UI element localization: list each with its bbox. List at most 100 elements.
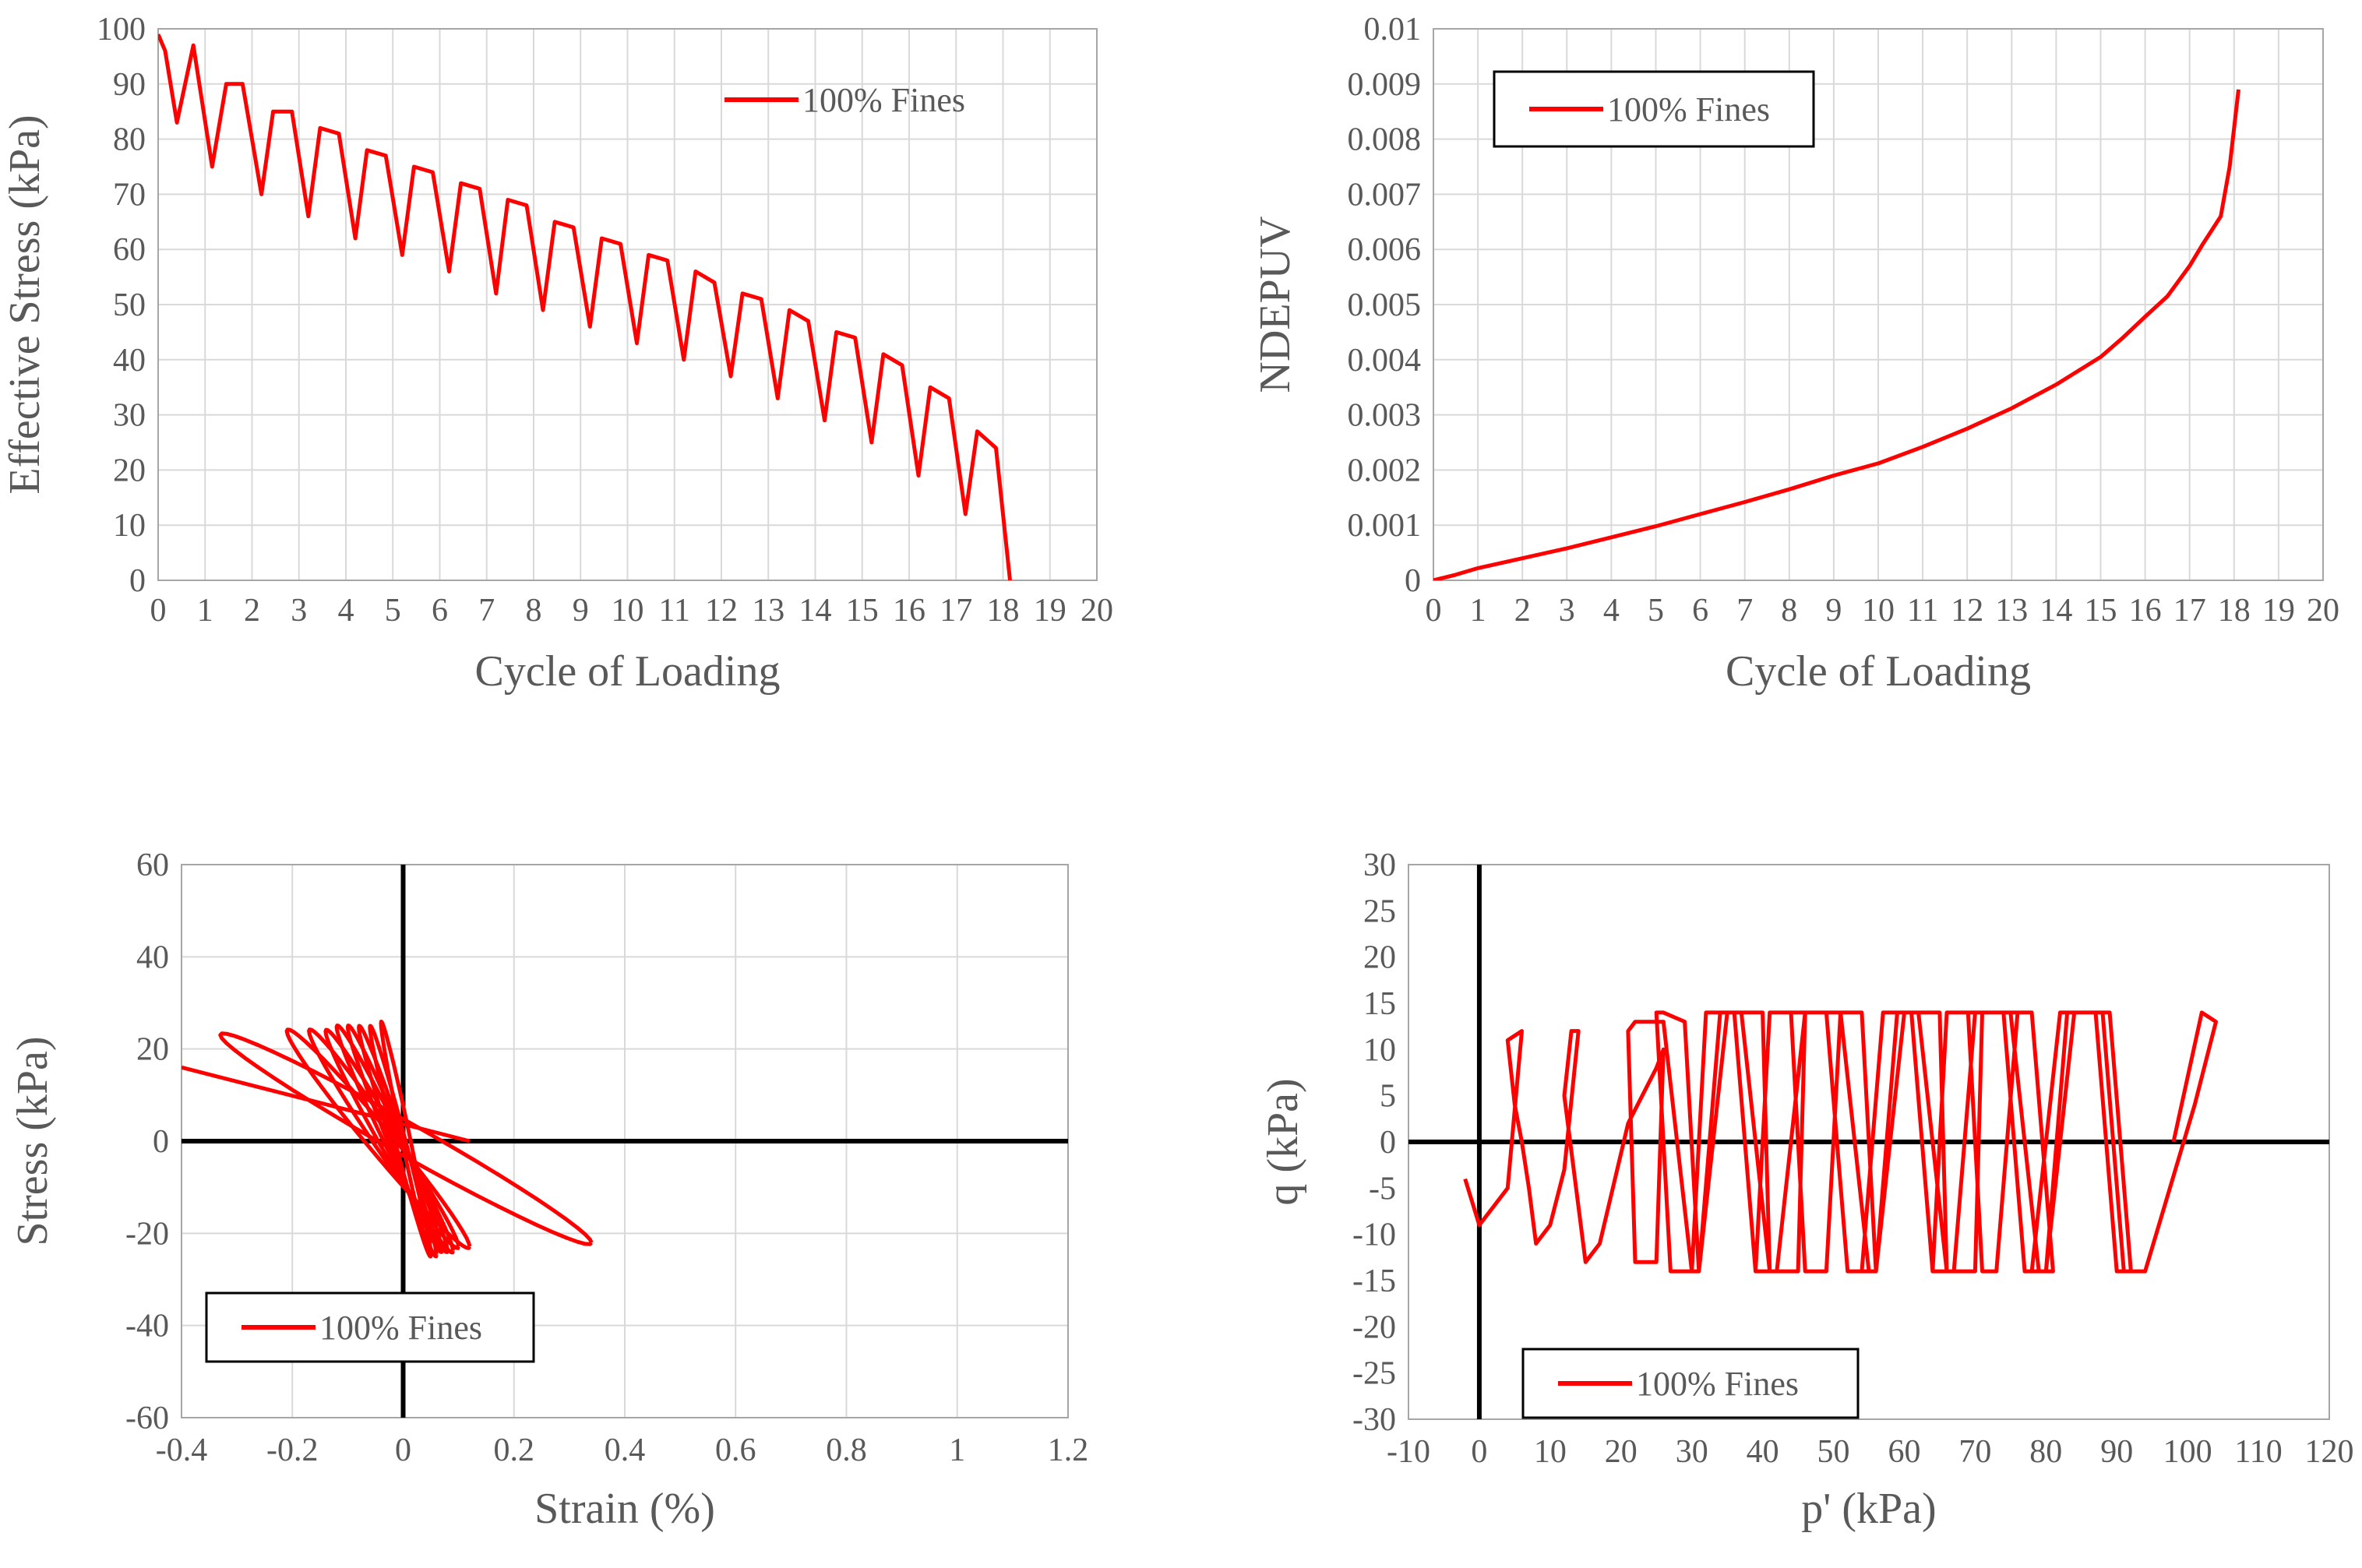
- x-tick-label: 6: [1692, 593, 1708, 629]
- x-tick-label: 12: [705, 593, 738, 629]
- y-tick-label: 0.001: [1348, 508, 1422, 544]
- y-tick-label: 50: [113, 287, 146, 323]
- y-tick-label: -60: [125, 1401, 169, 1436]
- x-tick-label: 16: [2129, 593, 2162, 629]
- y-tick-label: 0.009: [1348, 67, 1422, 103]
- x-tick-label: 19: [2262, 593, 2295, 629]
- y-tick-label: 40: [113, 343, 146, 379]
- x-tick-label: 9: [573, 593, 589, 629]
- x-tick-label: 18: [2218, 593, 2251, 629]
- y-tick-label: 30: [113, 398, 146, 434]
- series-line: [1463, 1010, 2218, 1274]
- x-tick-label: 9: [1825, 593, 1842, 629]
- x-tick-label: 70: [1958, 1434, 1991, 1470]
- plot-area: [157, 28, 1098, 581]
- y-tick-label: 0: [1405, 563, 1421, 599]
- x-tick-label: 10: [612, 593, 644, 629]
- series-line: [218, 1031, 594, 1246]
- x-tick-label: 20: [1605, 1434, 1638, 1470]
- x-tick-label: -0.4: [156, 1432, 208, 1468]
- legend-label: 100% Fines: [1636, 1365, 1799, 1403]
- y-tick-label: 0.002: [1348, 453, 1422, 488]
- y-tick-label: -5: [1369, 1171, 1396, 1207]
- y-tick-label: 0.006: [1348, 232, 1422, 268]
- x-tick-label: 14: [799, 593, 832, 629]
- y-tick-label: 0.007: [1348, 177, 1422, 213]
- x-tick-label: 1: [949, 1432, 965, 1468]
- y-tick-label: -40: [125, 1309, 169, 1344]
- y-tick-label: 40: [136, 939, 169, 975]
- y-tick-label: 10: [113, 508, 146, 544]
- x-tick-label: 7: [478, 593, 495, 629]
- x-tick-label: 2: [1514, 593, 1531, 629]
- series-line: [182, 1065, 471, 1143]
- x-tick-label: 19: [1034, 593, 1066, 629]
- series-line: [158, 33, 1012, 580]
- x-tick-label: 4: [1603, 593, 1620, 629]
- y-tick-label: 0: [153, 1124, 169, 1160]
- x-tick-label: 2: [244, 593, 260, 629]
- y-tick-label: 30: [1363, 847, 1396, 883]
- x-tick-label: 15: [2085, 593, 2117, 629]
- x-tick-label: 8: [1781, 593, 1797, 629]
- y-axis-label: NDEPUV: [1251, 216, 1299, 393]
- x-tick-label: 0.4: [605, 1432, 646, 1468]
- series-100-fines: [1463, 1010, 2218, 1274]
- y-tick-label: 10: [1363, 1032, 1396, 1068]
- x-tick-label: 3: [1559, 593, 1575, 629]
- legend-label: 100% Fines: [319, 1309, 482, 1347]
- x-tick-label: 20: [2307, 593, 2339, 629]
- series-line: [368, 1024, 433, 1259]
- y-tick-label: 25: [1363, 893, 1396, 929]
- y-tick-label: 60: [136, 847, 169, 883]
- x-tick-label: 7: [1736, 593, 1753, 629]
- y-tick-label: -20: [125, 1216, 169, 1252]
- series-line: [379, 1020, 433, 1259]
- x-tick-label: 17: [2173, 593, 2206, 629]
- x-tick-label: 16: [893, 593, 925, 629]
- x-tick-label: 11: [659, 593, 690, 629]
- legend-label: 100% Fines: [1607, 90, 1770, 129]
- x-tick-label: 1: [1470, 593, 1486, 629]
- x-tick-label: 18: [987, 593, 1020, 629]
- y-tick-label: 0.01: [1364, 12, 1422, 48]
- y-tick-label: 20: [113, 453, 146, 488]
- legend: 100% Fines: [1521, 1348, 1860, 1419]
- y-axis-label: q (kPa): [1259, 1078, 1307, 1205]
- plot-area: [1433, 28, 2324, 581]
- x-axis-label: p' (kPa): [1801, 1485, 1936, 1533]
- y-tick-label: 70: [113, 177, 146, 213]
- x-tick-label: 30: [1676, 1434, 1708, 1470]
- y-tick-label: 0: [1380, 1125, 1396, 1161]
- x-tick-label: 0.2: [494, 1432, 535, 1468]
- x-tick-label: 1: [197, 593, 213, 629]
- x-tick-label: 0: [150, 593, 167, 629]
- y-tick-label: 20: [1363, 940, 1396, 976]
- y-tick-label: 20: [136, 1032, 169, 1068]
- x-tick-label: 4: [338, 593, 354, 629]
- x-tick-label: 0.6: [715, 1432, 756, 1468]
- x-tick-label: 0.8: [826, 1432, 867, 1468]
- y-tick-label: 5: [1380, 1079, 1396, 1115]
- y-axis-label: Effective Stress (kPa): [1, 115, 49, 494]
- x-tick-label: 8: [526, 593, 542, 629]
- y-tick-label: 0: [129, 563, 146, 599]
- x-tick-label: 14: [2039, 593, 2072, 629]
- x-tick-label: 100: [2163, 1434, 2212, 1470]
- x-tick-label: 13: [752, 593, 784, 629]
- x-tick-label: 13: [1995, 593, 2028, 629]
- y-tick-label: 100: [97, 12, 146, 48]
- legend: 100% Fines: [205, 1291, 535, 1363]
- y-tick-label: 90: [113, 67, 146, 103]
- x-tick-label: 17: [940, 593, 972, 629]
- x-tick-label: 12: [1951, 593, 1983, 629]
- legend: 100% Fines: [724, 81, 965, 119]
- chart-ndepuv: 0 1 2 3 4 5 6 7 8 9 10 11 12 13 14 15 16 17 18 19 2000.0010.…: [1251, 12, 2339, 696]
- y-tick-label: 0.003: [1348, 398, 1422, 434]
- x-tick-label: 50: [1817, 1434, 1850, 1470]
- y-tick-label: -20: [1352, 1309, 1396, 1345]
- series-line: [1433, 89, 2240, 580]
- series-100-fines: [182, 1020, 594, 1259]
- x-tick-label: 80: [2029, 1434, 2062, 1470]
